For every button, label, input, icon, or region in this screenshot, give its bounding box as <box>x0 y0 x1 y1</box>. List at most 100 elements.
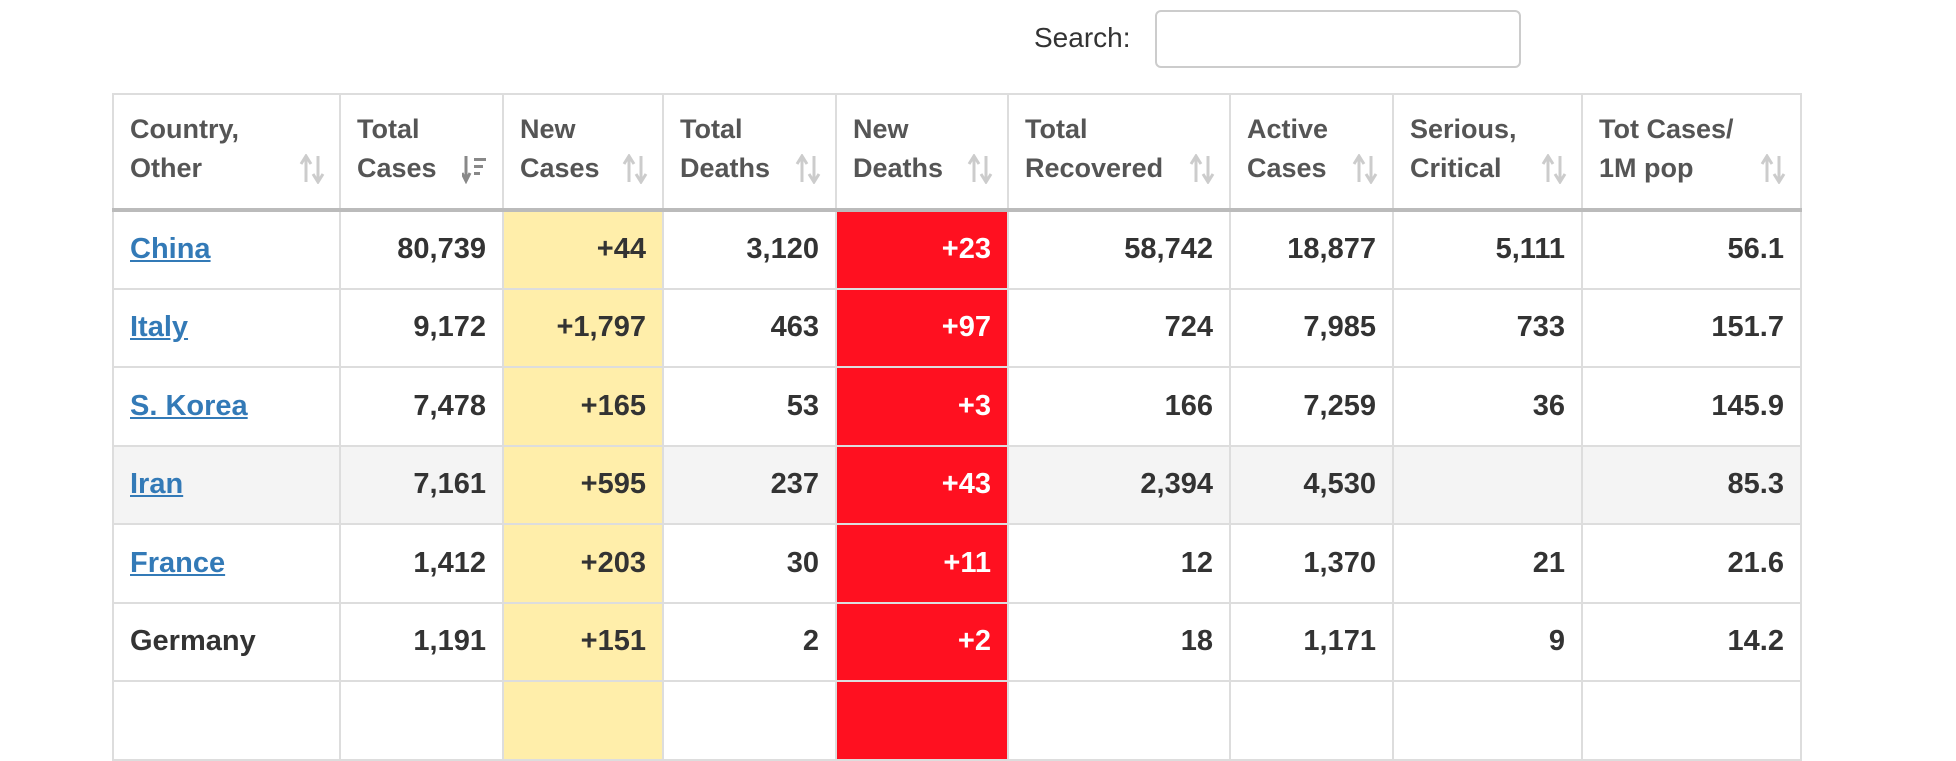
column-header[interactable]: Tot Cases/1M pop <box>1581 93 1802 212</box>
table-cell: 9,172 <box>339 287 504 368</box>
table-cell: +165 <box>502 366 664 447</box>
table-row: Iran 7,161 +595 237 +43 2,394 4,530 85.3 <box>112 444 1802 525</box>
search-input[interactable] <box>1155 10 1521 68</box>
sort-icon[interactable] <box>299 154 325 184</box>
table-cell: +11 <box>835 523 1009 604</box>
header-line: New <box>853 114 909 144</box>
column-header[interactable]: Total Recovered <box>1007 93 1231 212</box>
column-header[interactable]: New Deaths <box>835 93 1009 212</box>
table-cell: 58,742 <box>1007 209 1231 290</box>
table-cell <box>1392 444 1583 525</box>
country-link[interactable]: France <box>130 546 226 579</box>
country-link[interactable]: China <box>130 233 211 266</box>
table-cell: 30 <box>662 523 837 604</box>
table-cell: 1,171 <box>1229 601 1394 682</box>
table-cell: 14.2 <box>1581 601 1802 682</box>
table-cell: 85.3 <box>1581 444 1802 525</box>
table-cell: 18,877 <box>1229 209 1394 290</box>
sort-icon[interactable] <box>1760 154 1786 184</box>
table-cell <box>502 680 664 761</box>
table-cell: 2 <box>662 601 837 682</box>
table-cell: 166 <box>1007 366 1231 447</box>
table-cell: Italy <box>112 287 341 368</box>
table-cell: +44 <box>502 209 664 290</box>
table-cell: 21 <box>1392 523 1583 604</box>
table-cell: 53 <box>662 366 837 447</box>
country-link[interactable]: S. Korea <box>130 389 248 422</box>
data-table: Country, Other Total Cases New Cases Total Deat… <box>112 93 1802 761</box>
header-line: Tot Cases/ <box>1599 114 1734 144</box>
table-cell: 7,985 <box>1229 287 1394 368</box>
header-line: Total <box>1025 114 1088 144</box>
page: Search: Country, Other Total Cases New Cases T… <box>112 10 1802 761</box>
table-cell <box>662 680 837 761</box>
sort-icon[interactable] <box>622 154 648 184</box>
header-line: Deaths <box>680 153 771 183</box>
table-cell: France <box>112 523 341 604</box>
header-line: Total <box>357 114 420 144</box>
column-header[interactable]: Total Deaths <box>662 93 837 212</box>
table-cell: 21.6 <box>1581 523 1802 604</box>
table-row <box>112 680 1802 761</box>
search-label: Search: <box>1034 22 1131 53</box>
table-cell: 56.1 <box>1581 209 1802 290</box>
table-cell: 1,191 <box>339 601 504 682</box>
table-cell: +203 <box>502 523 664 604</box>
table-cell: +23 <box>835 209 1009 290</box>
column-header[interactable]: New Cases <box>502 93 664 212</box>
table-cell: 7,478 <box>339 366 504 447</box>
table-cell: 18 <box>1007 601 1231 682</box>
column-header[interactable]: Serious, Critical <box>1392 93 1583 212</box>
header-line: Country, <box>130 114 239 144</box>
table-cell: 36 <box>1392 366 1583 447</box>
table-cell: 3,120 <box>662 209 837 290</box>
header-line: Critical <box>1410 153 1502 183</box>
table-row: France 1,412 +203 30 +11 12 1,370 21 21.6 <box>112 523 1802 604</box>
table-row: China 80,739 +44 3,120 +23 58,742 18,877 5,111 5… <box>112 209 1802 290</box>
table-row: Germany 1,191 +151 2 +2 18 1,171 9 14.2 <box>112 601 1802 682</box>
column-header[interactable]: Country, Other <box>112 93 341 212</box>
table-row: Italy 9,172 +1,797 463 +97 724 7,985 733 151.7 <box>112 287 1802 368</box>
table-cell: 463 <box>662 287 837 368</box>
table-cell: 4,530 <box>1229 444 1394 525</box>
sort-icon[interactable] <box>1189 154 1215 184</box>
table-cell <box>835 680 1009 761</box>
table-cell: +1,797 <box>502 287 664 368</box>
table-cell: +2 <box>835 601 1009 682</box>
header-line: Cases <box>357 153 437 183</box>
header-line: 1M pop <box>1599 153 1694 183</box>
country-link[interactable]: Italy <box>130 311 189 344</box>
sort-icon[interactable] <box>795 154 821 184</box>
sort-icon[interactable] <box>1352 154 1378 184</box>
table-cell: +151 <box>502 601 664 682</box>
table-cell: 7,259 <box>1229 366 1394 447</box>
header-line: Deaths <box>853 153 944 183</box>
table-cell: 5,111 <box>1392 209 1583 290</box>
sort-icon[interactable] <box>1541 154 1567 184</box>
sort-icon[interactable] <box>462 154 488 184</box>
header-line: Other <box>130 153 203 183</box>
table-row: S. Korea 7,478 +165 53 +3 166 7,259 36 145.9 <box>112 366 1802 447</box>
table-cell: 724 <box>1007 287 1231 368</box>
header-line: Serious, <box>1410 114 1517 144</box>
table-cell: 145.9 <box>1581 366 1802 447</box>
country-link[interactable]: Iran <box>130 468 184 501</box>
sort-icon[interactable] <box>967 154 993 184</box>
table-cell: +3 <box>835 366 1009 447</box>
table-cell: +595 <box>502 444 664 525</box>
header-line: Active <box>1247 114 1329 144</box>
table-cell: 237 <box>662 444 837 525</box>
header-line: Recovered <box>1025 153 1164 183</box>
column-header[interactable]: Active Cases <box>1229 93 1394 212</box>
table-cell: Germany <box>112 601 341 682</box>
table-cell: 12 <box>1007 523 1231 604</box>
column-header[interactable]: Total Cases <box>339 93 504 212</box>
header-line: Cases <box>520 153 600 183</box>
header-row: Country, Other Total Cases New Cases Total Deat… <box>112 93 1802 212</box>
table-cell: 80,739 <box>339 209 504 290</box>
table-cell <box>1229 680 1394 761</box>
table-cell: 9 <box>1392 601 1583 682</box>
header-line: Total <box>680 114 743 144</box>
table-cell: Iran <box>112 444 341 525</box>
table-cell <box>339 680 504 761</box>
